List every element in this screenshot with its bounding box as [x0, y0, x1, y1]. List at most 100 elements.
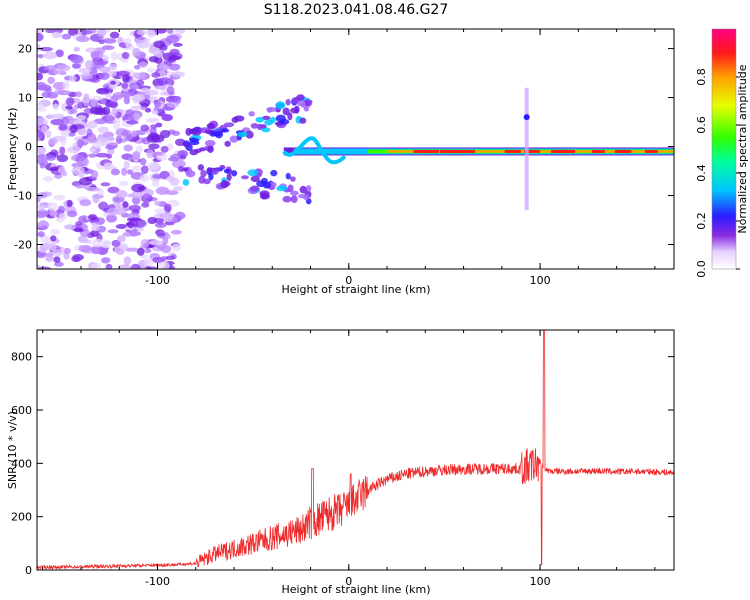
spectral-noise-blob [121, 167, 128, 176]
spectral-cluster-blob [282, 107, 290, 116]
spectral-noise-blob [129, 228, 139, 237]
spectral-noise-blob [65, 97, 75, 106]
spectral-cluster-blob [197, 164, 205, 171]
spectral-cluster-blob [285, 172, 291, 180]
spectral-noise-blob [153, 101, 162, 108]
spectral-noise-blob [157, 261, 170, 269]
colorbar-gradient [712, 29, 736, 269]
spectral-cluster-blob [290, 195, 298, 204]
spectral-noise-blob [141, 202, 150, 208]
spectral-noise-blob [167, 157, 180, 162]
colorbar-tick-label: 0.4 [695, 164, 708, 182]
spectral-cluster-blob [189, 140, 200, 146]
spectral-line-peak [514, 149, 521, 153]
spectral-noise-blob [50, 235, 57, 242]
spectral-noise-blob [42, 176, 54, 182]
spectral-noise-blob [70, 54, 83, 64]
spectral-noise-blob [115, 190, 128, 199]
spectral-noise-blob [91, 246, 101, 255]
spectral-noise-blob [37, 118, 49, 127]
snr-ticks: -100 0 100 0 200 400 600 800 [11, 330, 674, 588]
spectral-cluster-blob [248, 111, 255, 117]
spectral-noise-blob [106, 114, 114, 123]
spectral-noise-blob [123, 256, 132, 265]
spectral-noise-blob [98, 72, 110, 81]
spectral-cluster-blob [220, 128, 230, 133]
spectral-noise-blob [147, 216, 157, 225]
spectral-noise-blob [123, 144, 133, 152]
spectral-cluster-blob [282, 195, 292, 203]
spectral-noise-blob [148, 48, 157, 54]
spectral-noise-blob [56, 64, 71, 72]
spectral-noise-blob [78, 157, 89, 167]
spectral-noise-blob [127, 193, 135, 198]
spectral-noise-blob [38, 266, 51, 269]
spectral-noise-blob [101, 257, 111, 264]
y-tick-label: 600 [11, 404, 32, 417]
spectral-noise-blob [53, 194, 66, 201]
spectral-noise-blob [164, 234, 171, 240]
spectral-noise-blob [37, 72, 44, 81]
spectral-cluster-blob [247, 169, 259, 177]
spectral-noise-blob [121, 51, 130, 59]
spectral-noise-blob [37, 32, 44, 42]
spectral-noise-blob [125, 42, 132, 50]
spectral-noise-blob [123, 38, 132, 44]
spectral-noise-blob [105, 101, 118, 108]
spectral-noise-blob [92, 195, 100, 204]
spectral-noise-blob [96, 87, 110, 95]
spectral-cluster-blob [250, 175, 260, 183]
spectral-noise-blob [171, 71, 185, 78]
spectral-noise-blob [142, 193, 151, 199]
x-tick-label: 0 [345, 575, 352, 588]
spectral-noise-blob [54, 261, 64, 267]
spectral-cluster-blob [296, 94, 305, 101]
spectral-noise-blob [73, 227, 84, 233]
spectral-noise-blob [121, 129, 132, 136]
spectral-cluster-blob [177, 149, 189, 158]
spectral-cluster-blob [297, 100, 307, 107]
spectral-noise-blob [129, 204, 141, 212]
spectrogram-frame [36, 28, 675, 270]
spectral-noise-blob [83, 93, 90, 102]
spectral-noise-blob [118, 180, 129, 187]
spectral-cluster-blob [287, 184, 294, 193]
spectral-noise-blob [122, 74, 130, 83]
spectral-noise-blob [130, 263, 141, 269]
spectral-cluster-blob [255, 116, 265, 123]
spectral-cluster-blob [199, 147, 207, 152]
spectral-noise-blob [140, 87, 151, 93]
spectral-noise-blob [77, 101, 85, 109]
spectral-noise-blob [101, 45, 115, 51]
spectral-noise-blob [50, 118, 65, 126]
spectral-noise-blob [37, 101, 44, 110]
spectral-cluster-blob [179, 155, 187, 160]
spectral-noise-blob [59, 146, 66, 156]
spectral-noise-blob [155, 122, 163, 128]
spectral-noise-blob [110, 168, 121, 176]
spectral-noise-blob [122, 201, 129, 208]
spectral-cluster-blob [245, 130, 254, 139]
spectral-noise-blob [90, 51, 99, 57]
figure-title: S118.2023.041.08.46.G27 [264, 2, 449, 18]
spectral-noise-blob [37, 146, 46, 155]
spectrogram-image [37, 29, 674, 269]
spectral-noise-blob [107, 186, 120, 194]
spectral-noise-blob [154, 208, 168, 214]
spectral-cluster-blob [185, 127, 192, 136]
spectral-noise-blob [148, 143, 160, 150]
spectral-cluster-blob [299, 185, 307, 194]
spectral-noise-blob [148, 56, 159, 63]
spectral-noise-blob [147, 118, 158, 123]
spectral-noise-blob [139, 174, 150, 182]
spectral-noise-blob [163, 215, 175, 223]
spectral-cluster-blob [177, 165, 184, 172]
spectral-noise-blob [119, 243, 129, 251]
spectral-cluster-blob [261, 115, 271, 121]
spectral-noise-blob [96, 29, 107, 37]
spectral-noise-blob [43, 51, 57, 60]
spectral-noise-blob [45, 114, 55, 120]
spectral-noise-blob [65, 105, 73, 110]
spectral-noise-blob [37, 209, 49, 218]
